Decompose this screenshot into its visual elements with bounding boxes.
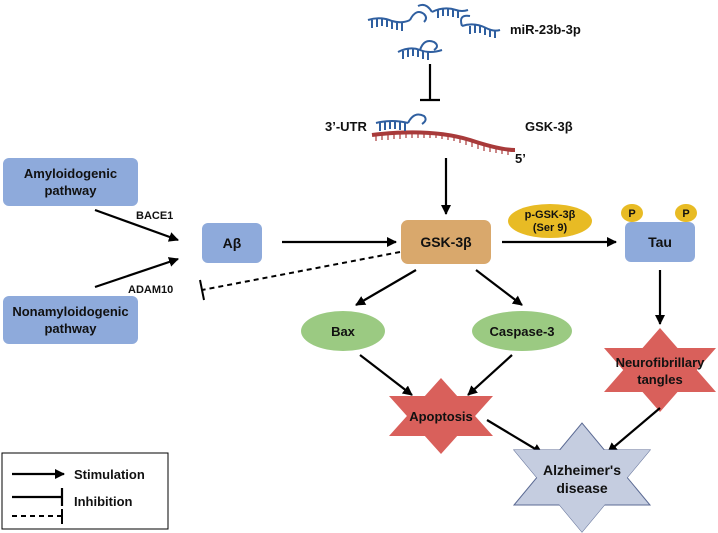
nft-line2: tangles xyxy=(637,372,683,387)
gsk3b-box: GSK-3β xyxy=(401,220,491,264)
alzheimers-line1: Alzheimer's xyxy=(543,462,621,478)
bax-to-apoptosis-arrow xyxy=(359,354,413,396)
pgsk3b-ellipse: p-GSK-3β (Ser 9) xyxy=(508,204,592,238)
abeta-label: Aβ xyxy=(223,235,242,251)
caspase3-label: Caspase-3 xyxy=(489,324,554,339)
mirna-icon-3 xyxy=(460,14,501,38)
mirna-icon-4 xyxy=(397,40,443,60)
apoptosis-star: Apoptosis xyxy=(389,378,493,454)
phospho-badge-1: P xyxy=(621,204,643,222)
legend-inhibition-symbol xyxy=(12,488,64,506)
five-prime-label: 5’ xyxy=(515,151,526,166)
abeta-box: Aβ xyxy=(202,223,262,263)
apoptosis-label: Apoptosis xyxy=(409,409,473,424)
adam10-arrow xyxy=(94,257,179,289)
mirna-label: miR-23b-3p xyxy=(510,22,581,37)
mrna-strand xyxy=(371,113,516,155)
gsk3b-to-bax-arrow xyxy=(355,269,417,306)
gsk3b-label: GSK-3β xyxy=(420,234,472,250)
legend-dashed-inhibition-symbol xyxy=(12,509,63,524)
mirna-inhibition-edge xyxy=(420,64,440,102)
gsk3b-adam10-dashed-inhibition xyxy=(199,251,401,301)
bace1-arrow xyxy=(94,208,179,242)
nonamyloidogenic-line1: Nonamyloidogenic xyxy=(12,304,128,319)
nft-to-ad-arrow xyxy=(607,407,661,453)
tau-box: Tau xyxy=(625,222,695,262)
phospho-label-1: P xyxy=(628,208,635,220)
mirna-molecules xyxy=(367,3,501,60)
amyloidogenic-box: Amyloidogenic pathway xyxy=(3,158,138,206)
mirna-icon-1 xyxy=(367,11,427,31)
nonamyloidogenic-line2: pathway xyxy=(44,321,97,336)
utr-label: 3’-UTR xyxy=(325,119,368,134)
pgsk3b-line2: (Ser 9) xyxy=(533,222,568,234)
pgsk3b-line1: p-GSK-3β xyxy=(525,209,576,221)
nft-star: Neurofibrillary tangles xyxy=(604,328,716,412)
bax-ellipse: Bax xyxy=(301,311,385,351)
legend-stimulation-label: Stimulation xyxy=(74,467,145,482)
alzheimers-star: Alzheimer's disease xyxy=(512,422,652,533)
phospho-badge-2: P xyxy=(675,204,697,222)
mrna-gene-label: GSK-3β xyxy=(525,119,573,134)
legend-inhibition-label: Inhibition xyxy=(74,494,133,509)
bax-label: Bax xyxy=(331,324,356,339)
legend: Stimulation Inhibition xyxy=(1,452,169,530)
nonamyloidogenic-box: Nonamyloidogenic pathway xyxy=(3,296,138,344)
gsk3b-to-caspase3-arrow xyxy=(475,269,523,306)
amyloidogenic-line1: Amyloidogenic xyxy=(24,166,117,181)
mirna-icon-2 xyxy=(417,3,469,18)
nft-line1: Neurofibrillary xyxy=(616,355,706,370)
apoptosis-to-ad-arrow xyxy=(486,419,543,454)
alzheimers-line2: disease xyxy=(556,480,608,496)
bace1-label: BACE1 xyxy=(136,210,173,222)
amyloidogenic-line2: pathway xyxy=(44,183,97,198)
phospho-label-2: P xyxy=(682,208,689,220)
caspase3-to-apoptosis-arrow xyxy=(467,354,513,396)
adam10-label: ADAM10 xyxy=(128,284,173,296)
caspase3-ellipse: Caspase-3 xyxy=(472,311,572,351)
tau-label: Tau xyxy=(648,234,672,250)
